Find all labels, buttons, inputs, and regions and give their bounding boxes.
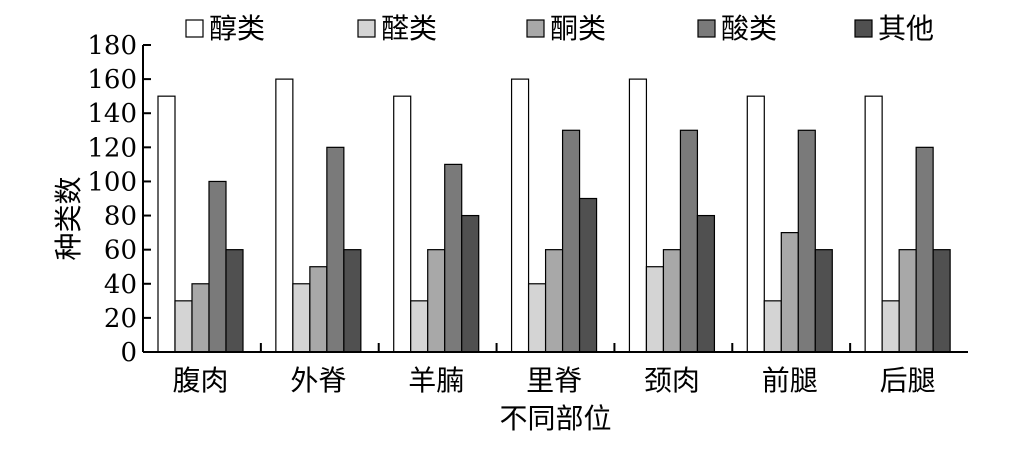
x-category-label: 外脊 [290,364,346,397]
bars [157,78,951,353]
y-axis-title: 种类数 [52,176,85,260]
y-tick-label: 140 [87,99,137,129]
bar-3-1 [191,283,210,353]
bar-4-7 [915,146,934,353]
legend-swatch [697,19,716,38]
legend-label: 醇类 [209,12,265,45]
legend-label: 酮类 [550,12,606,45]
y-tick-label: 0 [120,338,137,368]
bar-4-4 [561,129,581,353]
bar-4-2 [326,146,345,353]
bar-1-4 [510,78,530,353]
y-tick-label: 80 [104,202,137,232]
bar-2-3 [410,300,429,353]
x-axis: 腹肉 外脊 羊腩 里脊 颈肉 前腿 后腿 [143,343,968,397]
legend-label: 酸类 [721,12,777,45]
x-axis-title: 不同部位 [499,402,611,435]
bar-5-4 [578,197,598,353]
bar-4-5 [679,129,699,353]
legend-swatch [357,19,376,38]
x-category-label: 颈肉 [644,364,700,397]
legend: 醇类 醛类 酮类 酸类 其他 [185,12,934,45]
bar-1-3 [393,95,412,353]
bar-3-3 [427,249,446,353]
bar-1-5 [628,78,648,353]
y-tick-label: 100 [87,167,137,197]
bar-3-5 [662,249,682,353]
bar-2-5 [645,266,665,353]
bar-5-2 [343,249,362,353]
bar-1-7 [864,95,883,353]
bar-5-7 [932,249,951,353]
bar-1-6 [746,95,765,353]
bar-3-4 [544,249,564,353]
bar-5-1 [225,249,244,353]
x-category-label: 腹肉 [172,364,228,397]
legend-swatch [185,19,204,38]
bar-5-3 [461,214,480,353]
legend-swatch [854,19,873,38]
y-tick-label: 160 [87,65,137,95]
legend-swatch [526,19,545,38]
y-axis: 0 20 40 60 80 100 120 140 160 180 [87,31,151,368]
bar-4-6 [797,129,816,353]
bar-2-6 [763,300,782,353]
bar-4-3 [444,163,463,353]
bar-2-4 [527,283,547,353]
bar-4-1 [208,180,227,353]
y-tick-label: 20 [104,304,137,334]
x-category-label: 后腿 [880,364,936,397]
bar-5-5 [696,214,716,353]
legend-label: 其他 [878,12,934,45]
bar-2-2 [292,283,311,353]
x-category-label: 里脊 [526,364,582,397]
y-tick-label: 40 [104,270,137,300]
x-category-label: 羊腩 [408,364,464,397]
bar-3-6 [780,232,799,353]
y-tick-label: 180 [87,31,137,61]
bar-1-1 [157,95,176,353]
bar-5-6 [814,249,833,353]
legend-label: 醛类 [381,12,437,45]
y-tick-label: 120 [87,133,137,163]
bar-3-2 [309,266,328,353]
bar-2-7 [881,300,900,353]
bar-3-7 [898,249,917,353]
bar-1-2 [275,78,294,353]
bar-2-1 [174,300,193,353]
y-tick-label: 60 [104,236,137,266]
x-category-label: 前腿 [762,364,818,397]
